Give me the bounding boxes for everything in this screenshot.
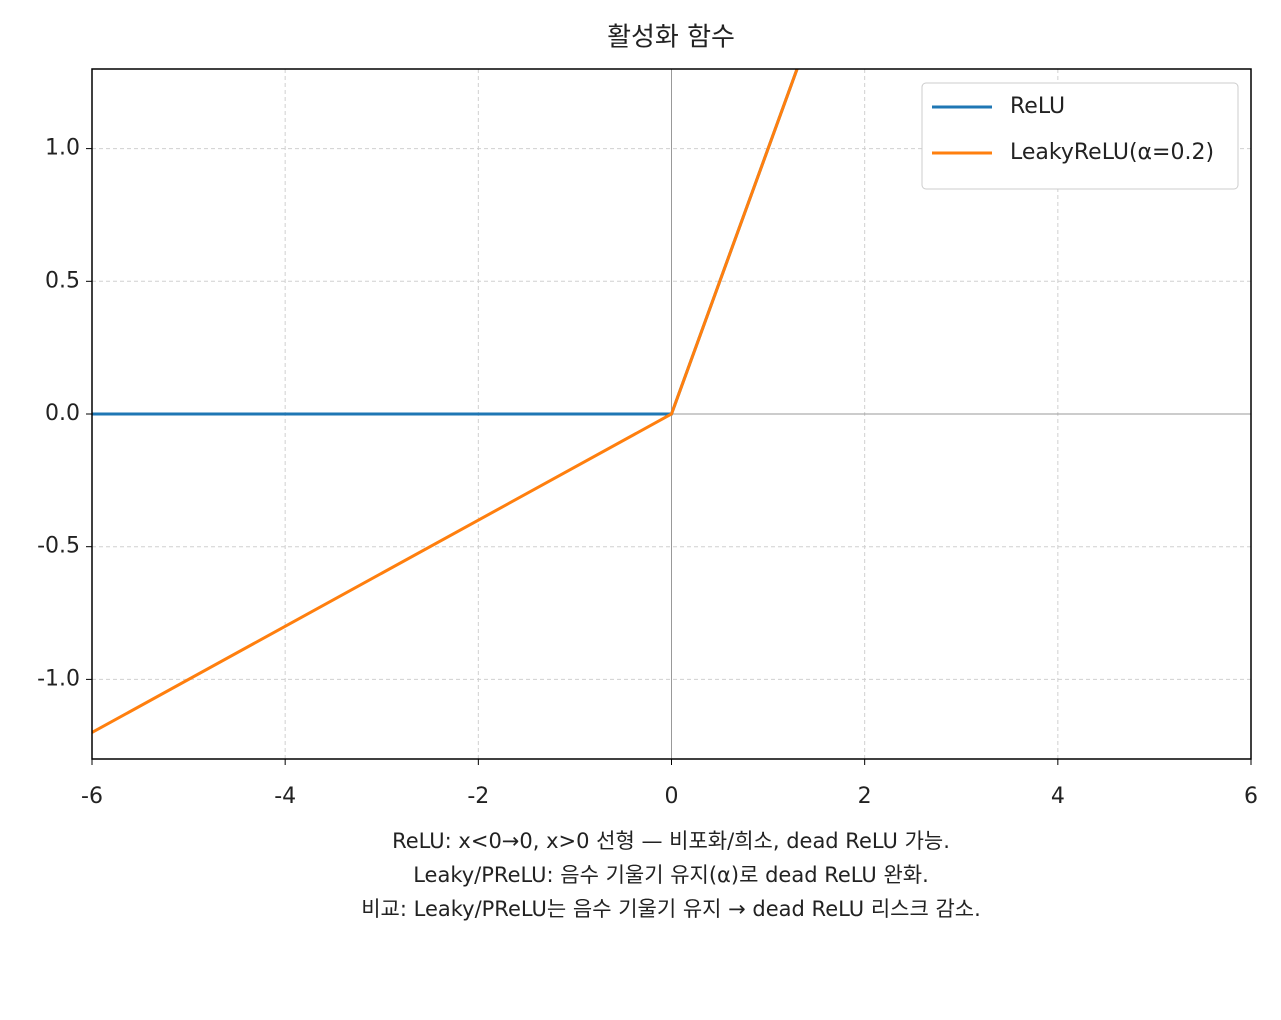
line xyxy=(92,69,799,734)
y-tick-label: 1.0 xyxy=(45,136,80,161)
legend-label: LeakyReLU(α=0.2) xyxy=(1010,140,1214,165)
x-tick-label: -6 xyxy=(81,784,103,809)
y-tick-label: -0.5 xyxy=(37,534,80,559)
chart-title: 활성화 함수 xyxy=(607,23,735,53)
legend-label: ReLU xyxy=(1010,94,1065,119)
annotation: ReLU: x<0→0, x>0 선형 — 비포화/희소, dead ReLU … xyxy=(392,829,950,853)
legend-box xyxy=(921,82,1239,190)
y-tick-label: 0.0 xyxy=(45,401,80,426)
y-tick-label: 0.5 xyxy=(45,268,80,293)
x-tick-label: 6 xyxy=(1244,784,1258,809)
x-tick-label: -4 xyxy=(274,784,296,809)
x-tick-label: 4 xyxy=(1051,784,1065,809)
annotation: Leaky/PReLU: 음수 기울기 유지(α)로 dead ReLU 완화. xyxy=(413,863,929,887)
x-tick-label: 0 xyxy=(665,784,679,809)
y-tick-label: -1.0 xyxy=(37,666,80,691)
plot-frame xyxy=(91,68,1252,760)
annotation: 비교: Leaky/PReLU는 음수 기울기 유지 → dead ReLU 리… xyxy=(361,897,981,921)
plot-area xyxy=(92,69,799,734)
x-tick-label: -2 xyxy=(467,784,489,809)
x-tick-label: 2 xyxy=(858,784,872,809)
